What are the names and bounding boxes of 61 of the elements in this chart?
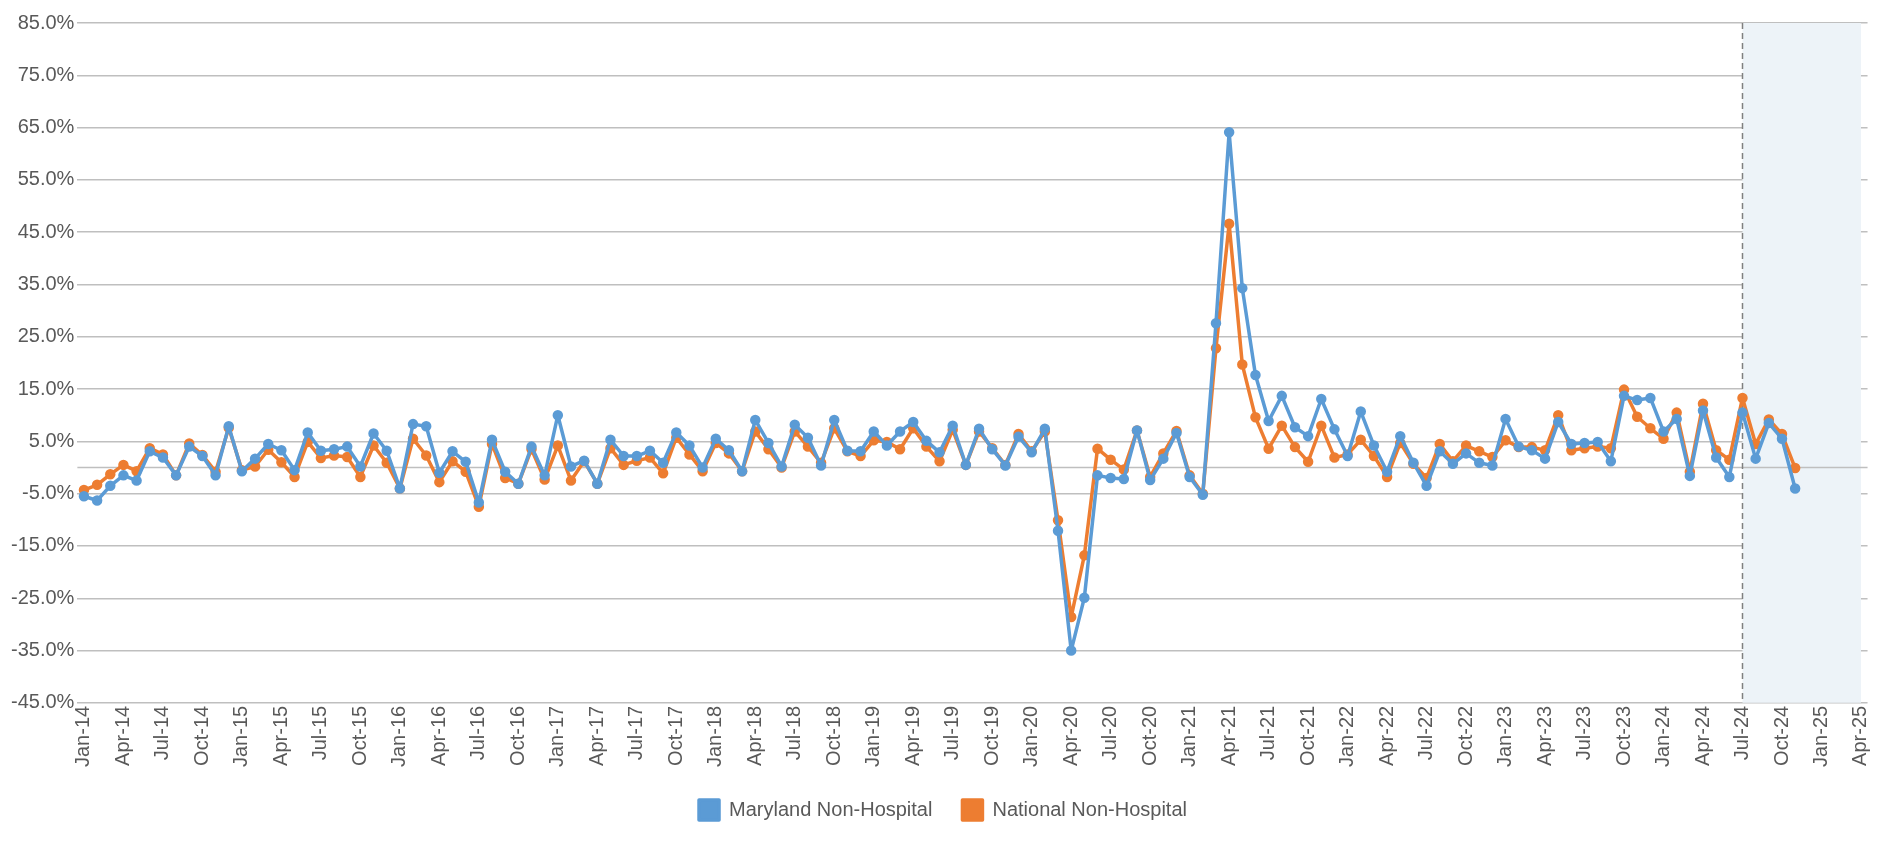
x-tick-label: Jul-22: [1414, 705, 1437, 761]
x-tick-label: Apr-24: [1690, 705, 1713, 766]
x-tick-label: Jan-17: [545, 705, 568, 767]
y-tick-label: -35.0%: [10, 638, 75, 661]
x-tick-label: Jul-14: [150, 705, 173, 761]
x-tick-label: Apr-20: [1058, 705, 1081, 766]
x-tick-label: Jan-25: [1808, 705, 1831, 767]
x-tick-label: Jul-17: [624, 705, 647, 761]
x-tick-label: Oct-24: [1769, 705, 1792, 766]
x-tick-label: Apr-23: [1532, 705, 1555, 766]
x-tick-label: Jul-18: [782, 705, 805, 761]
x-tick-label: Apr-19: [900, 705, 923, 766]
y-tick-label: -45.0%: [10, 690, 75, 713]
x-tick-label: Apr-17: [584, 705, 607, 766]
y-tick-label: 65.0%: [17, 115, 75, 138]
x-tick-label: Oct-21: [1295, 705, 1318, 766]
x-tick-label: Oct-19: [979, 705, 1002, 766]
x-tick-label: Apr-25: [1848, 705, 1871, 766]
x-tick-label: Oct-23: [1611, 705, 1634, 766]
x-tick-label: Jan-18: [703, 705, 726, 767]
x-tick-label: Jul-16: [466, 705, 489, 761]
legend-label: Maryland Non-Hospital: [729, 797, 933, 820]
x-tick-label: Apr-16: [426, 705, 449, 766]
x-tick-label: Apr-22: [1374, 705, 1397, 766]
x-tick-label: Jan-16: [387, 705, 410, 767]
y-tick-label: 35.0%: [17, 272, 75, 294]
x-tick-label: Oct-15: [347, 705, 370, 766]
y-tick-label: -5.0%: [22, 481, 75, 504]
x-tick-label: Jan-22: [1335, 705, 1358, 767]
x-tick-label: Jul-19: [940, 705, 963, 761]
x-tick-label: Apr-18: [742, 705, 765, 766]
x-tick-label: Jan-15: [229, 705, 252, 767]
y-tick-label: -25.0%: [10, 585, 75, 608]
x-tick-label: Jul-20: [1098, 705, 1121, 761]
x-tick-label: Jul-23: [1572, 705, 1595, 761]
y-tick-label: 85.0%: [17, 10, 75, 33]
x-tick-label: Apr-14: [110, 705, 133, 766]
x-tick-label: Jul-24: [1730, 705, 1753, 761]
x-tick-label: Oct-14: [189, 705, 212, 766]
x-tick-label: Jan-19: [861, 705, 884, 767]
y-tick-label: 45.0%: [17, 219, 75, 242]
y-tick-label: 75.0%: [17, 62, 75, 85]
x-tick-label: Oct-16: [505, 705, 528, 766]
y-tick-label: 55.0%: [17, 167, 75, 190]
y-tick-label: 25.0%: [17, 324, 75, 347]
x-tick-label: Jul-21: [1256, 705, 1279, 761]
y-tick-label: 15.0%: [17, 376, 75, 399]
y-tick-label: -15.0%: [10, 533, 75, 556]
x-tick-label: Oct-17: [663, 705, 686, 766]
x-tick-label: Jan-20: [1019, 705, 1042, 767]
x-tick-label: Oct-22: [1453, 705, 1476, 766]
y-tick-label: 5.0%: [28, 428, 75, 451]
x-tick-label: Apr-15: [268, 705, 291, 766]
x-tick-label: Jan-21: [1177, 705, 1200, 767]
x-tick-label: Oct-18: [821, 705, 844, 766]
x-tick-label: Apr-21: [1216, 705, 1239, 766]
x-tick-label: Oct-20: [1137, 705, 1160, 766]
x-tick-label: Jan-23: [1493, 705, 1516, 767]
legend-label: National Non-Hospital: [992, 797, 1187, 820]
x-tick-label: Jul-15: [308, 705, 331, 761]
x-tick-label: Jan-24: [1651, 705, 1674, 767]
